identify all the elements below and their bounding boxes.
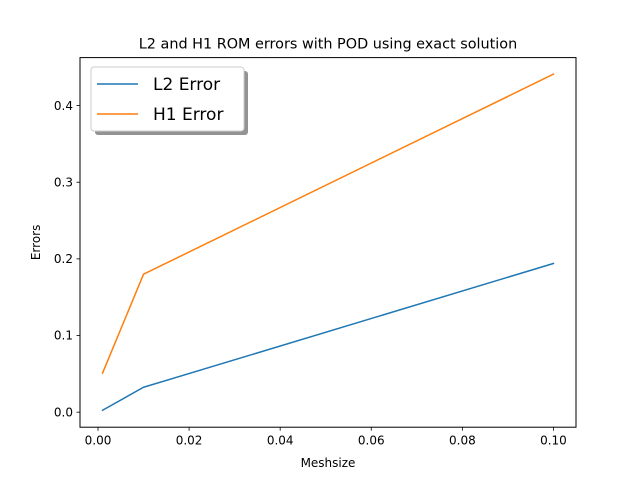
x-tick-label: 0.10	[540, 434, 567, 448]
series-line-h1-error	[101, 73, 555, 375]
x-axis-ticks: 0.00 0.02 0.04 0.06 0.08 0.10	[85, 427, 567, 448]
legend-label-l2-error: L2 Error	[153, 75, 220, 95]
legend-box	[90, 66, 245, 132]
y-tick-label: 0.4	[54, 99, 73, 113]
plot-frame	[79, 57, 577, 428]
chart-title: L2 and H1 ROM errors with POD using exac…	[139, 37, 517, 53]
y-tick-label: 0.0	[54, 405, 73, 419]
x-tick-label: 0.00	[85, 434, 112, 448]
y-tick-label: 0.3	[54, 175, 73, 189]
x-tick-label: 0.08	[449, 434, 476, 448]
y-axis-ticks: 0.0 0.1 0.2 0.3 0.4	[54, 99, 80, 419]
x-tick-label: 0.04	[267, 434, 294, 448]
y-tick-label: 0.1	[54, 329, 73, 343]
series-line-l2-error	[101, 262, 555, 412]
legend: L2 Error H1 Error	[90, 66, 248, 135]
x-tick-label: 0.02	[176, 434, 203, 448]
legend-entries: L2 Error H1 Error	[97, 75, 223, 125]
y-axis-label: Errors	[29, 225, 43, 261]
y-tick-label: 0.2	[54, 252, 73, 266]
legend-label-h1-error: H1 Error	[153, 105, 223, 125]
x-axis-label: Meshsize	[301, 456, 356, 470]
series-lines	[101, 73, 555, 412]
x-tick-label: 0.06	[358, 434, 385, 448]
